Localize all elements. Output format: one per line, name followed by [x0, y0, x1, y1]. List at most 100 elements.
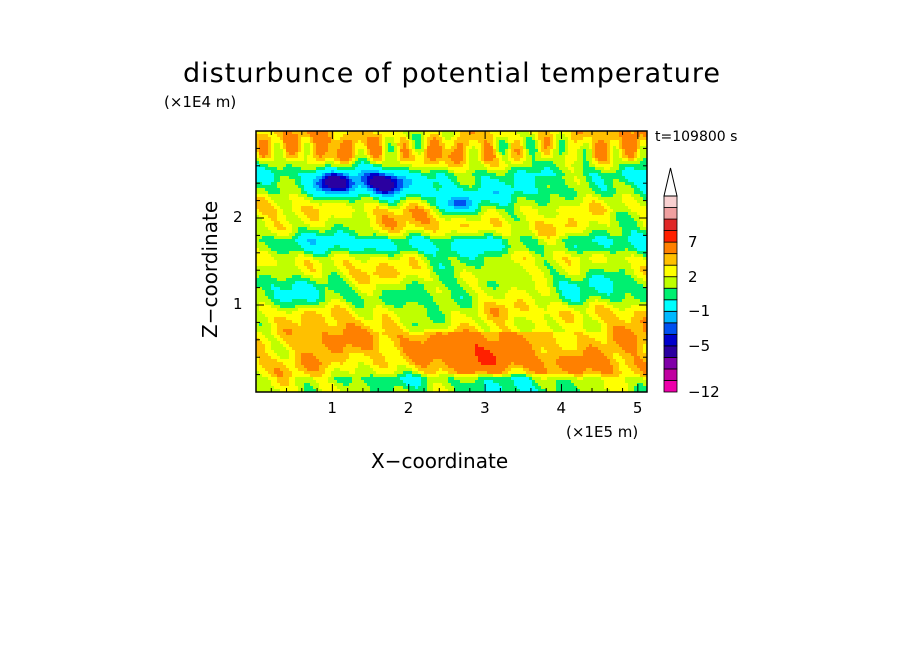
field-cell — [421, 161, 425, 165]
field-cell — [628, 200, 632, 204]
field-cell — [475, 185, 479, 189]
field-cell — [643, 146, 647, 150]
field-cell — [508, 188, 512, 192]
field-cell — [505, 212, 509, 216]
field-cell — [310, 158, 314, 162]
field-cell — [508, 173, 512, 177]
field-cell — [343, 137, 347, 141]
field-cell — [307, 197, 311, 201]
field-cell — [328, 197, 332, 201]
field-cell — [415, 137, 419, 141]
field-cell — [472, 191, 476, 195]
field-cell — [355, 239, 359, 243]
field-cell — [520, 155, 524, 159]
field-cell — [559, 242, 563, 246]
field-cell — [313, 182, 317, 186]
field-cell — [277, 221, 281, 225]
field-cell — [643, 176, 647, 180]
field-cell — [415, 182, 419, 186]
field-cell — [391, 149, 395, 153]
field-cell — [484, 194, 488, 198]
field-cell — [547, 242, 551, 246]
field-cell — [361, 140, 365, 144]
field-cell — [457, 230, 461, 234]
field-cell — [541, 134, 545, 138]
field-cell — [355, 164, 359, 168]
field-cell — [361, 203, 365, 207]
field-cell — [337, 221, 341, 225]
field-cell — [262, 224, 266, 228]
field-cell — [466, 197, 470, 201]
field-cell — [622, 209, 626, 213]
field-cell — [604, 239, 608, 243]
field-cell — [307, 176, 311, 180]
field-cell — [409, 221, 413, 225]
field-cell — [337, 155, 341, 159]
field-cell — [586, 221, 590, 225]
field-cell — [388, 212, 392, 216]
field-cell — [511, 236, 515, 240]
field-cell — [592, 218, 596, 222]
field-cell — [451, 188, 455, 192]
field-cell — [259, 164, 263, 168]
field-cell — [472, 146, 476, 150]
field-cell — [433, 167, 437, 171]
field-cell — [457, 209, 461, 213]
field-cell — [436, 143, 440, 147]
field-cell — [514, 230, 518, 234]
field-cell — [601, 134, 605, 138]
field-cell — [466, 158, 470, 162]
field-cell — [550, 221, 554, 225]
field-cell — [604, 149, 608, 153]
field-cell — [307, 224, 311, 228]
field-cell — [286, 155, 290, 159]
field-cell — [325, 224, 329, 228]
field-cell — [457, 236, 461, 240]
field-cell — [484, 176, 488, 180]
field-cell — [526, 236, 530, 240]
field-cell — [412, 152, 416, 156]
field-cell — [289, 242, 293, 246]
field-cell — [319, 209, 323, 213]
field-cell — [445, 224, 449, 228]
field-cell — [256, 140, 260, 144]
field-cell — [394, 188, 398, 192]
field-cell — [313, 149, 317, 153]
field-cell — [358, 149, 362, 153]
field-cell — [271, 134, 275, 138]
field-cell — [568, 173, 572, 177]
field-cell — [475, 170, 479, 174]
field-cell — [550, 158, 554, 162]
field-cell — [301, 197, 305, 201]
field-cell — [304, 230, 308, 234]
field-cell — [454, 146, 458, 150]
field-cell — [454, 137, 458, 141]
field-cell — [613, 212, 617, 216]
field-cell — [643, 185, 647, 189]
field-cell — [433, 215, 437, 219]
field-cell — [481, 173, 485, 177]
field-cell — [364, 167, 368, 171]
field-cell — [403, 224, 407, 228]
field-cell — [295, 185, 299, 189]
field-cell — [403, 227, 407, 231]
field-cell — [577, 197, 581, 201]
field-cell — [394, 134, 398, 138]
field-cell — [622, 161, 626, 165]
field-cell — [358, 161, 362, 165]
field-cell — [436, 158, 440, 162]
field-cell — [610, 239, 614, 243]
field-cell — [274, 242, 278, 246]
field-cell — [373, 143, 377, 147]
field-cell — [289, 143, 293, 147]
field-cell — [472, 158, 476, 162]
field-cell — [619, 209, 623, 213]
field-cell — [550, 167, 554, 171]
field-cell — [421, 182, 425, 186]
field-cell — [352, 236, 356, 240]
field-cell — [571, 197, 575, 201]
field-cell — [343, 185, 347, 189]
field-cell — [451, 170, 455, 174]
field-cell — [406, 131, 410, 135]
field-cell — [457, 155, 461, 159]
